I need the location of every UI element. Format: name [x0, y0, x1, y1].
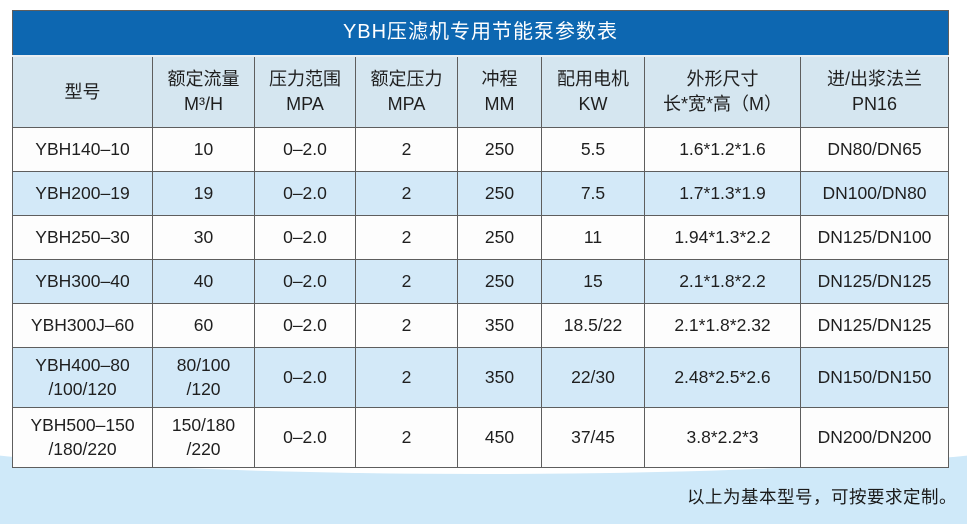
cell-pressure-range: 0–2.0 [254, 171, 356, 216]
cell-motor-power: 7.5 [541, 171, 645, 216]
table-row: YBH140–10 10 0–2.0 2 250 5.5 1.6*1.2*1.6… [12, 127, 949, 172]
cell-stroke: 450 [457, 407, 542, 468]
cell-flange: DN100/DN80 [800, 171, 949, 216]
table-title-row: YBH压滤机专用节能泵参数表 [12, 10, 949, 57]
table-header-row: 型号 额定流量 M³/H 压力范围 MPA 额定压力 MPA 冲程 MM 配用电… [12, 55, 949, 128]
cell-rated-pressure: 2 [355, 407, 458, 468]
cell-motor-power: 37/45 [541, 407, 645, 468]
cell-rated-pressure: 2 [355, 259, 458, 304]
column-header-model: 型号 [12, 55, 153, 128]
column-header-dimensions: 外形尺寸 长*宽*高（M） [644, 55, 801, 128]
cell-dimensions: 3.8*2.2*3 [644, 407, 801, 468]
cell-dimensions: 2.48*2.5*2.6 [644, 347, 801, 408]
cell-rated-pressure: 2 [355, 171, 458, 216]
cell-stroke: 250 [457, 127, 542, 172]
cell-motor-power: 15 [541, 259, 645, 304]
cell-rated-flow: 60 [152, 303, 255, 348]
cell-model: YBH300J–60 [12, 303, 153, 348]
table-row: YBH300J–60 60 0–2.0 2 350 18.5/22 2.1*1.… [12, 303, 949, 348]
cell-dimensions: 1.94*1.3*2.2 [644, 215, 801, 260]
column-header-rated-flow: 额定流量 M³/H [152, 55, 255, 128]
cell-rated-pressure: 2 [355, 127, 458, 172]
cell-pressure-range: 0–2.0 [254, 259, 356, 304]
column-header-rated-pressure: 额定压力 MPA [355, 55, 458, 128]
cell-rated-flow: 10 [152, 127, 255, 172]
column-header-flange: 进/出浆法兰 PN16 [800, 55, 949, 128]
cell-rated-flow: 150/180 /220 [152, 407, 255, 468]
column-header-stroke: 冲程 MM [457, 55, 542, 128]
table-title: YBH压滤机专用节能泵参数表 [12, 10, 949, 57]
cell-pressure-range: 0–2.0 [254, 347, 356, 408]
cell-model: YBH250–30 [12, 215, 153, 260]
cell-dimensions: 1.6*1.2*1.6 [644, 127, 801, 172]
cell-motor-power: 5.5 [541, 127, 645, 172]
cell-stroke: 250 [457, 215, 542, 260]
cell-rated-flow: 80/100 /120 [152, 347, 255, 408]
cell-flange: DN125/DN125 [800, 259, 949, 304]
table-row: YBH200–19 19 0–2.0 2 250 7.5 1.7*1.3*1.9… [12, 171, 949, 216]
cell-motor-power: 11 [541, 215, 645, 260]
cell-flange: DN200/DN200 [800, 407, 949, 468]
cell-pressure-range: 0–2.0 [254, 407, 356, 468]
cell-motor-power: 22/30 [541, 347, 645, 408]
cell-rated-flow: 40 [152, 259, 255, 304]
footer-note: 以上为基本型号，可按要求定制。 [687, 487, 957, 507]
table-row: YBH400–80 /100/120 80/100 /120 0–2.0 2 3… [12, 347, 949, 408]
cell-flange: DN125/DN100 [800, 215, 949, 260]
cell-model: YBH200–19 [12, 171, 153, 216]
cell-model: YBH500–150 /180/220 [12, 407, 153, 468]
cell-flange: DN80/DN65 [800, 127, 949, 172]
cell-flange: DN150/DN150 [800, 347, 949, 408]
table-row: YBH500–150 /180/220 150/180 /220 0–2.0 2… [12, 407, 949, 468]
cell-model: YBH400–80 /100/120 [12, 347, 153, 408]
cell-rated-pressure: 2 [355, 215, 458, 260]
cell-rated-flow: 19 [152, 171, 255, 216]
cell-flange: DN125/DN125 [800, 303, 949, 348]
column-header-pressure-range: 压力范围 MPA [254, 55, 356, 128]
cell-stroke: 350 [457, 347, 542, 408]
cell-dimensions: 1.7*1.3*1.9 [644, 171, 801, 216]
cell-stroke: 250 [457, 259, 542, 304]
cell-pressure-range: 0–2.0 [254, 127, 356, 172]
cell-model: YBH300–40 [12, 259, 153, 304]
cell-motor-power: 18.5/22 [541, 303, 645, 348]
column-header-motor-power: 配用电机 KW [541, 55, 645, 128]
cell-model: YBH140–10 [12, 127, 153, 172]
cell-rated-pressure: 2 [355, 347, 458, 408]
table-row: YBH250–30 30 0–2.0 2 250 11 1.94*1.3*2.2… [12, 215, 949, 260]
cell-dimensions: 2.1*1.8*2.32 [644, 303, 801, 348]
cell-rated-pressure: 2 [355, 303, 458, 348]
cell-stroke: 250 [457, 171, 542, 216]
table-row: YBH300–40 40 0–2.0 2 250 15 2.1*1.8*2.2 … [12, 259, 949, 304]
cell-rated-flow: 30 [152, 215, 255, 260]
cell-pressure-range: 0–2.0 [254, 303, 356, 348]
cell-dimensions: 2.1*1.8*2.2 [644, 259, 801, 304]
cell-pressure-range: 0–2.0 [254, 215, 356, 260]
pump-parameter-table: YBH压滤机专用节能泵参数表 型号 额定流量 M³/H 压力范围 MPA 额定压… [12, 10, 949, 468]
cell-stroke: 350 [457, 303, 542, 348]
